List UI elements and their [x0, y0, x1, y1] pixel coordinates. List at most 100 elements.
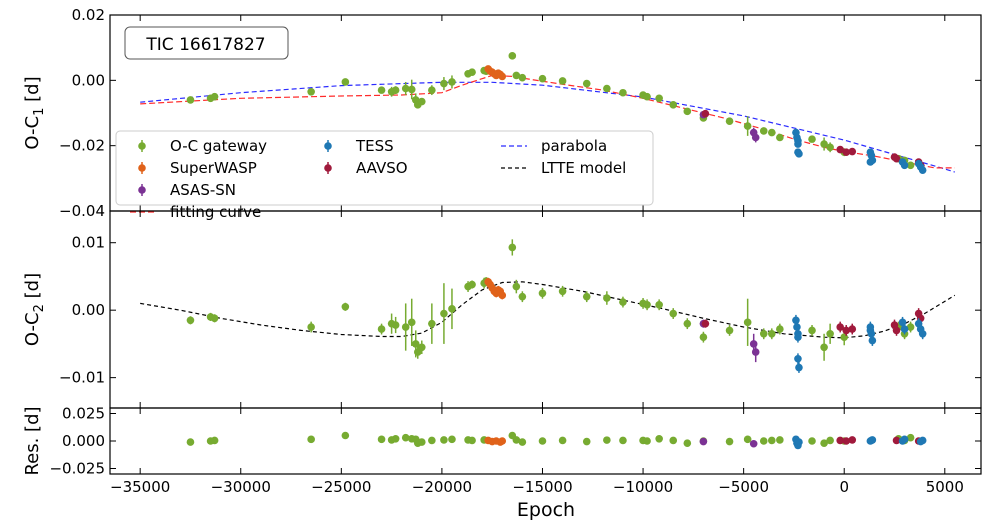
panel-content-oc1	[140, 52, 955, 174]
y-label-base: O-C	[22, 116, 43, 150]
point-oc_gateway	[377, 435, 386, 444]
point-oc_gateway	[512, 71, 521, 80]
point-oc_gateway	[518, 438, 527, 446]
point-tess	[866, 158, 875, 166]
point-oc_gateway	[619, 88, 627, 97]
point-oc_gateway	[776, 436, 784, 444]
point-oc_gateway	[401, 433, 410, 442]
title-box	[124, 26, 289, 60]
point-oc_gateway	[401, 323, 410, 331]
point-oc_gateway	[655, 435, 663, 443]
x-tick-label: −20000	[412, 478, 472, 496]
y-tick-label-oc1: −0.02	[59, 137, 105, 155]
point-aavso	[892, 326, 901, 335]
legend: O-C gateway SuperWASP ASAS-SN fitting curve…	[115, 130, 654, 221]
point-oc_gateway	[826, 143, 834, 152]
legend-item-tess: TESS	[324, 137, 394, 155]
point-oc_gateway	[391, 435, 400, 443]
point-oc_gateway	[699, 333, 708, 341]
point-oc_gateway	[906, 433, 915, 442]
point-oc_gateway	[512, 436, 521, 444]
y-label-sub: 1	[32, 108, 47, 116]
point-oc_gateway	[391, 321, 400, 329]
point-tess	[918, 166, 927, 174]
point-oc_gateway	[906, 323, 915, 331]
point-oc_gateway	[643, 437, 651, 445]
point-oc_gateway	[518, 292, 527, 301]
point-oc_gateway	[417, 438, 426, 446]
point-oc_gateway	[603, 436, 611, 444]
point-aavso	[701, 109, 710, 118]
point-oc_gateway	[603, 84, 611, 93]
series-superwasp	[484, 277, 507, 300]
point-oc_gateway	[725, 117, 734, 125]
legend-marker-asassn	[138, 186, 146, 194]
point-tess	[794, 140, 802, 148]
y-tick-label-res: 0.000	[62, 432, 105, 450]
point-oc_gateway	[448, 78, 456, 86]
point-oc_gateway	[508, 243, 517, 252]
legend-label-superwasp: SuperWASP	[170, 159, 257, 177]
point-oc_gateway	[186, 96, 195, 104]
point-oc_gateway	[518, 73, 527, 82]
point-superwasp	[498, 72, 507, 81]
point-aavso	[701, 319, 710, 328]
y-tick-label-oc2: 0.00	[72, 301, 105, 319]
point-oc_gateway	[643, 92, 651, 101]
point-aavso	[848, 325, 857, 333]
point-oc_gateway	[808, 326, 816, 335]
legend-marker-aavso	[324, 164, 332, 172]
point-oc_gateway	[683, 319, 692, 328]
point-tess	[866, 326, 875, 335]
point-oc_gateway	[440, 436, 448, 444]
y-label-unit: [d]	[22, 406, 43, 437]
point-oc_gateway	[767, 128, 776, 137]
point-oc_gateway	[619, 436, 627, 445]
point-oc_gateway	[743, 435, 752, 444]
point-oc_gateway	[808, 135, 816, 143]
point-tess	[918, 329, 927, 338]
legend-item-parabola: parabola	[501, 137, 607, 155]
point-oc_gateway	[428, 436, 436, 445]
point-oc_gateway	[808, 437, 816, 445]
point-oc_gateway	[558, 287, 567, 296]
point-oc_gateway	[468, 280, 476, 289]
point-asassn	[751, 348, 760, 356]
point-oc_gateway	[826, 329, 834, 338]
y-tick-label-oc2: 0.01	[72, 234, 105, 252]
point-oc_gateway	[401, 84, 410, 93]
point-oc_gateway	[307, 87, 315, 96]
panel-content-res	[186, 431, 927, 450]
point-oc_gateway	[210, 314, 219, 323]
legend-item-oc_gateway: O-C gateway	[138, 137, 267, 155]
series-tess	[792, 435, 927, 450]
series-superwasp	[484, 65, 507, 81]
x-tick-label: −15000	[512, 478, 572, 496]
point-tess	[795, 363, 803, 372]
series-oc_gateway	[186, 239, 915, 361]
y-tick-label-res: −0.025	[49, 460, 105, 478]
point-oc_gateway	[776, 325, 784, 333]
point-oc_gateway	[307, 323, 315, 331]
y-tick-label-oc1: 0.00	[72, 71, 105, 89]
legend-marker-oc_gateway	[138, 142, 146, 150]
point-oc_gateway	[655, 300, 663, 309]
point-oc_gateway	[407, 318, 416, 327]
point-oc_gateway	[417, 97, 426, 106]
point-oc_gateway	[186, 316, 195, 325]
point-oc_gateway	[391, 86, 400, 94]
point-oc_gateway	[341, 78, 350, 86]
point-tess	[794, 333, 802, 341]
point-oc_gateway	[820, 140, 828, 148]
point-oc_gateway	[440, 79, 448, 88]
point-aavso	[836, 436, 844, 445]
legend-label-tess: TESS	[355, 137, 394, 155]
point-oc_gateway	[448, 435, 456, 444]
point-oc_gateway	[428, 86, 436, 94]
y-tick-label-res: 0.025	[62, 405, 105, 423]
point-oc_gateway	[512, 282, 521, 291]
model-line-parabola	[140, 81, 955, 173]
panel-frame-oc2	[109, 210, 982, 409]
point-oc_gateway	[776, 133, 784, 142]
point-tess	[900, 161, 909, 170]
